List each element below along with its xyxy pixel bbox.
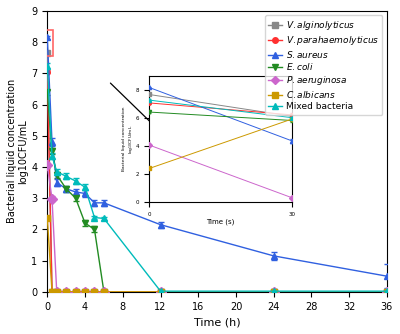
Y-axis label: Bacterial liquid concentration
log10CFU/mL: Bacterial liquid concentration log10CFU/… bbox=[7, 79, 28, 223]
Legend: $\it{V.alginolyticus}$, $\it{V.parahaemolyticus}$, $\it{S.aureus}$, $\it{E.coli}: $\it{V.alginolyticus}$, $\it{V.parahaemo… bbox=[265, 15, 382, 115]
Bar bbox=[45, 30, 54, 56]
X-axis label: Time (h): Time (h) bbox=[194, 317, 240, 327]
